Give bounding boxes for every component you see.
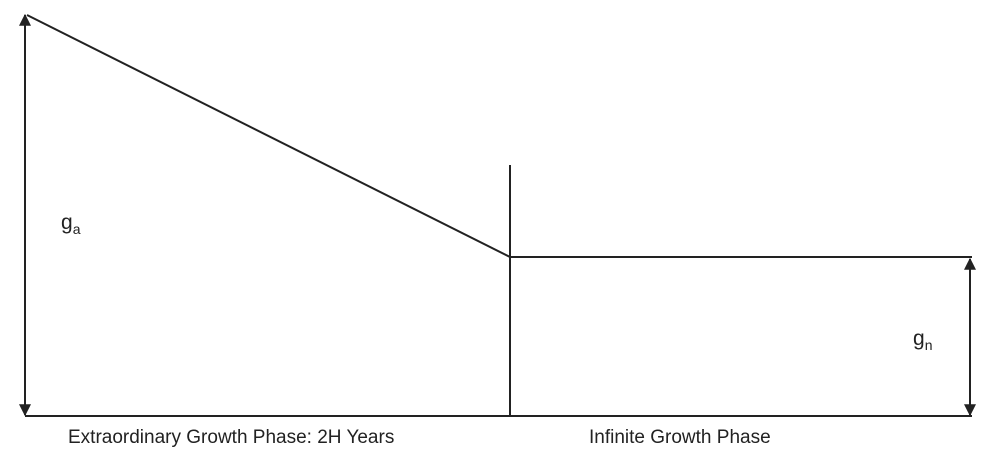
gn-label-subscript: n xyxy=(924,337,933,353)
gn-label: gn xyxy=(913,327,932,352)
ga-label: ga xyxy=(61,211,80,236)
ga-label-subscript: a xyxy=(72,221,81,237)
extraordinary-phase-label: Extraordinary Growth Phase: 2H Years xyxy=(68,427,395,448)
gn-label-base: g xyxy=(913,327,925,350)
infinite-phase-label: Infinite Growth Phase xyxy=(589,427,771,448)
ga-label-base: g xyxy=(61,211,73,234)
declining-growth-line xyxy=(26,14,511,258)
